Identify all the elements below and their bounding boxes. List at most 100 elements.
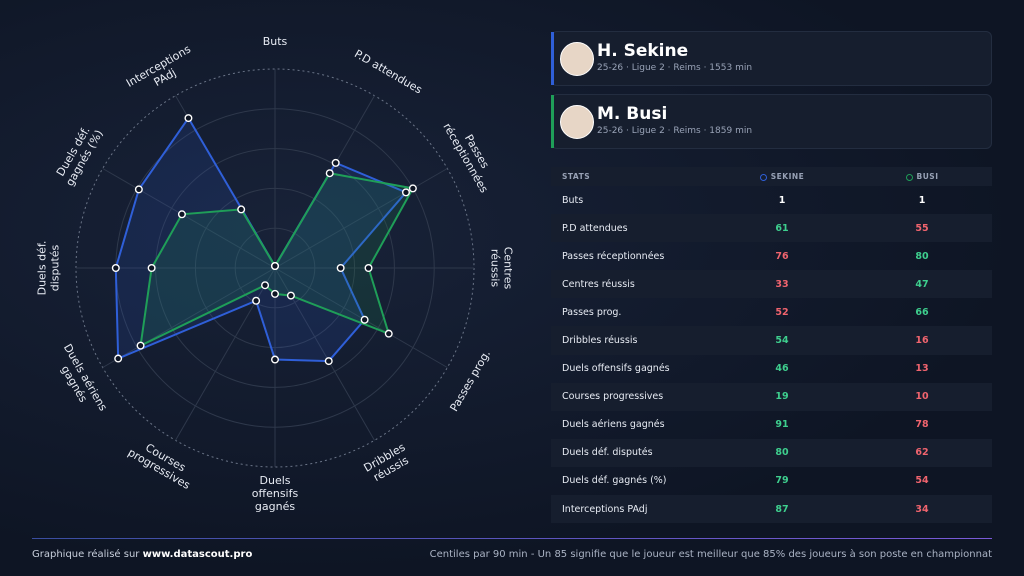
table-row: Duels déf. gagnés (%) 79 54 [551,467,992,495]
table-row: Duels aériens gagnés 91 78 [551,411,992,439]
credit: Graphique réalisé sur www.datascout.pro [32,549,252,560]
axis-label: Centresréussis [489,247,515,290]
color-bar [551,32,554,85]
table-row: Dribbles réussis 54 16 [551,326,992,355]
divider [32,538,992,539]
radar-point [177,210,186,219]
table-row: Duels offensifs gagnés 46 13 [551,355,992,383]
stat-value: 47 [915,278,929,290]
axis-label: Duels déf.gagnés (%) [52,121,106,188]
table-row: Passes réceptionnées 76 80 [551,242,992,270]
axis-label: Dribblesréussis [362,441,415,486]
header-cell: SEKINE [712,172,852,181]
axis-label: P.D attendues [352,47,425,96]
stat-value: 91 [775,419,789,431]
radar-point [184,114,193,123]
radar-point [252,296,261,305]
stat-value: 76 [775,250,789,262]
stat-value: 33 [775,278,789,290]
stat-name: Duels déf. disputés [562,447,653,459]
stat-value: 13 [915,363,929,375]
radar-point [325,169,334,178]
radar-point [147,264,156,273]
axis-line [102,168,276,269]
player-info: 25-26 · Ligue 2 · Reims · 1553 min [597,63,753,73]
stat-name: Duels aériens gagnés [562,419,665,431]
radar-point [336,264,345,273]
axis-label: Duels offensifs gagnés [252,474,299,513]
legend-dot [905,173,913,181]
stat-value: 19 [775,391,789,403]
radar-point [360,315,369,324]
stat-value: 46 [775,363,789,375]
color-bar [551,95,554,148]
stat-value: 52 [775,306,789,318]
stats-table: STATS SEKINE BUSI Buts 1 1 P.D attendues 61 5… [551,167,992,524]
stat-value: 80 [775,447,789,459]
stat-name: P.D attendues [562,222,628,234]
site: www.datascout.pro [142,549,253,560]
radar-point [134,185,143,194]
stat-name: Interceptions PAdj [562,503,648,515]
radar-point [237,205,246,214]
stat-value: 16 [915,335,929,347]
axis-label: Buts [263,35,288,48]
header-cell: BUSI [852,172,992,181]
stat-value: 79 [775,475,789,487]
table-header: STATS SEKINE BUSI [551,167,992,186]
radar-point [111,264,120,273]
radar-point [286,291,295,300]
legend-dot [759,173,767,181]
header-label: SEKINE [770,172,805,181]
stat-name: Duels offensifs gagnés [562,363,670,375]
stat-value: 61 [775,222,789,234]
radar-point [271,355,280,364]
axis-label: Passesréceptionnées [440,114,502,195]
note: Centiles par 90 min - Un 85 signifie que… [429,549,992,560]
avatar [560,105,594,139]
stat-name: Passes réceptionnées [562,250,665,262]
axis-line [102,267,276,368]
stat-value: 66 [915,306,929,318]
player-name: H. Sekine [597,41,689,61]
stat-value: 34 [915,503,929,515]
radar-chart: Buts P.D attendues Passesréceptionnées Cent… [36,35,515,513]
avatar [560,42,594,76]
table-row: Interceptions PAdj 87 34 [551,495,992,524]
radar-point [114,354,123,363]
table-row: Duels déf. disputés 80 62 [551,438,992,467]
stat-value: 62 [915,447,929,459]
axis-label: Duels déf.disputés [36,241,62,296]
stat-value: 54 [915,475,929,487]
stat-value: 55 [915,222,929,234]
stat-name: Dribbles réussis [562,335,638,347]
radar-point [271,289,280,298]
stat-value: 87 [775,503,789,515]
radar-point [401,188,410,197]
axis-line [175,267,276,441]
axis-label: Duels aériensgagnés [50,342,110,420]
table-row: P.D attendues 61 55 [551,214,992,243]
stat-value: 1 [918,194,926,206]
radar-point [364,264,373,273]
radar-point [271,262,280,271]
stat-value: 80 [915,250,929,262]
header-label: BUSI [916,172,939,181]
radar-point [384,329,393,338]
table-row: Centres réussis 33 47 [551,270,992,299]
stat-name: Centres réussis [562,278,635,290]
stat-value: 10 [915,391,929,403]
header-cell: STATS [562,172,591,181]
radar-point [261,281,270,290]
stat-value: 54 [775,335,789,347]
stat-value: 78 [915,419,929,431]
stat-name: Duels déf. gagnés (%) [562,475,667,487]
player-name: M. Busi [597,104,668,124]
table-row: Buts 1 1 [551,186,992,214]
radar-point [408,184,417,193]
axis-label: Passes prog. [447,348,493,414]
credit-text: Graphique réalisé sur [32,549,140,560]
radar-point [136,341,145,350]
stat-name: Buts [562,194,584,206]
